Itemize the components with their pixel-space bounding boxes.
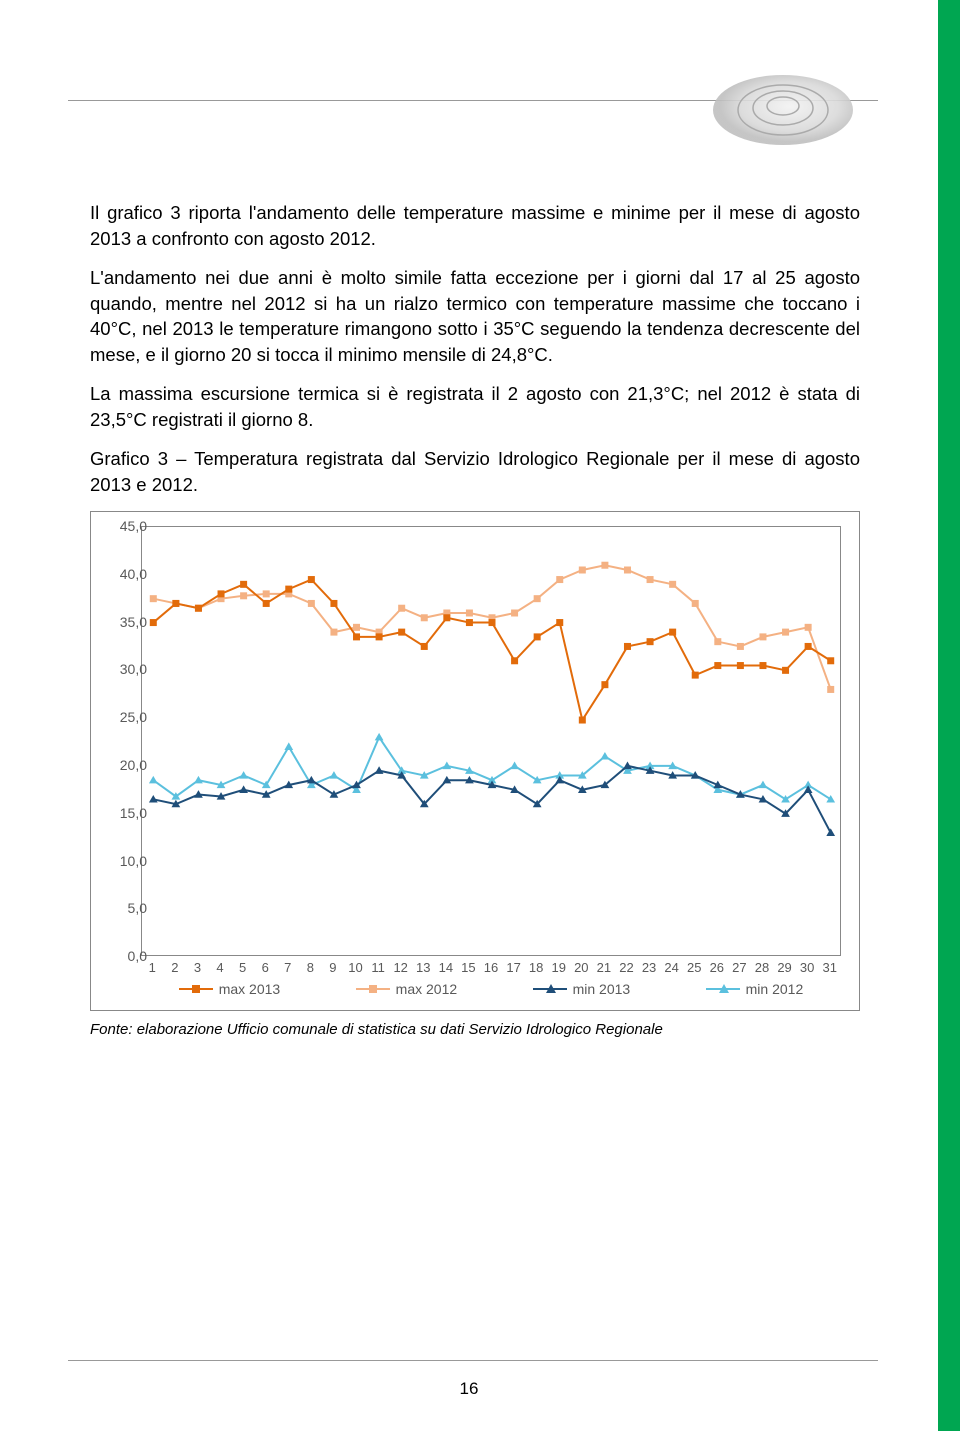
y-tick-label: 20,0 bbox=[105, 757, 147, 773]
y-tick-label: 45,0 bbox=[105, 518, 147, 534]
x-tick-label: 30 bbox=[800, 960, 814, 975]
y-tick-label: 10,0 bbox=[105, 853, 147, 869]
legend-label: max 2012 bbox=[396, 981, 457, 997]
x-tick-label: 31 bbox=[822, 960, 836, 975]
temperature-chart: max 2013 max 2012 min 2013 min 2012 bbox=[90, 511, 860, 1011]
chart-plot-area bbox=[141, 526, 841, 956]
x-tick-label: 19 bbox=[552, 960, 566, 975]
x-tick-label: 5 bbox=[239, 960, 246, 975]
legend-max-2013: max 2013 bbox=[179, 981, 280, 997]
x-tick-label: 3 bbox=[194, 960, 201, 975]
x-tick-label: 10 bbox=[348, 960, 362, 975]
y-tick-label: 35,0 bbox=[105, 614, 147, 630]
y-tick-label: 0,0 bbox=[105, 948, 147, 964]
legend-min-2012: min 2012 bbox=[706, 981, 804, 997]
x-tick-label: 8 bbox=[307, 960, 314, 975]
x-tick-label: 29 bbox=[777, 960, 791, 975]
content-area: Il grafico 3 riporta l'andamento delle t… bbox=[90, 200, 860, 1038]
paragraph-2: L'andamento nei due anni è molto simile … bbox=[90, 265, 860, 367]
x-tick-label: 28 bbox=[755, 960, 769, 975]
x-tick-label: 12 bbox=[393, 960, 407, 975]
legend-label: max 2013 bbox=[219, 981, 280, 997]
x-tick-label: 25 bbox=[687, 960, 701, 975]
x-tick-label: 16 bbox=[484, 960, 498, 975]
x-tick-label: 13 bbox=[416, 960, 430, 975]
x-tick-label: 11 bbox=[371, 960, 385, 975]
x-tick-label: 6 bbox=[262, 960, 269, 975]
y-tick-label: 5,0 bbox=[105, 900, 147, 916]
paragraph-1: Il grafico 3 riporta l'andamento delle t… bbox=[90, 200, 860, 251]
paragraph-3: La massima escursione termica si è regis… bbox=[90, 381, 860, 432]
x-tick-label: 22 bbox=[619, 960, 633, 975]
x-tick-label: 2 bbox=[171, 960, 178, 975]
x-tick-label: 20 bbox=[574, 960, 588, 975]
x-tick-label: 23 bbox=[642, 960, 656, 975]
x-tick-label: 1 bbox=[149, 960, 156, 975]
page-number: 16 bbox=[0, 1379, 938, 1399]
legend-label: min 2012 bbox=[746, 981, 804, 997]
chart-svg bbox=[142, 527, 842, 957]
y-tick-label: 15,0 bbox=[105, 805, 147, 821]
bottom-rule bbox=[68, 1360, 878, 1361]
x-tick-label: 14 bbox=[439, 960, 453, 975]
x-tick-label: 4 bbox=[216, 960, 223, 975]
x-tick-label: 9 bbox=[329, 960, 336, 975]
x-tick-label: 27 bbox=[732, 960, 746, 975]
legend-max-2012: max 2012 bbox=[356, 981, 457, 997]
legend-label: min 2013 bbox=[573, 981, 631, 997]
y-tick-label: 30,0 bbox=[105, 661, 147, 677]
chart-footer-note: Fonte: elaborazione Ufficio comunale di … bbox=[90, 1021, 860, 1038]
x-tick-label: 7 bbox=[284, 960, 291, 975]
page: Il grafico 3 riporta l'andamento delle t… bbox=[0, 0, 960, 1431]
x-tick-label: 26 bbox=[710, 960, 724, 975]
y-tick-label: 40,0 bbox=[105, 566, 147, 582]
x-tick-label: 17 bbox=[506, 960, 520, 975]
x-tick-label: 15 bbox=[461, 960, 475, 975]
x-tick-label: 18 bbox=[529, 960, 543, 975]
chart-legend: max 2013 max 2012 min 2013 min 2012 bbox=[141, 976, 841, 1002]
paragraph-4: Grafico 3 – Temperatura registrata dal S… bbox=[90, 446, 860, 497]
spiral-decoration bbox=[708, 40, 858, 160]
legend-min-2013: min 2013 bbox=[533, 981, 631, 997]
y-tick-label: 25,0 bbox=[105, 709, 147, 725]
x-tick-label: 21 bbox=[597, 960, 611, 975]
x-tick-label: 24 bbox=[664, 960, 678, 975]
